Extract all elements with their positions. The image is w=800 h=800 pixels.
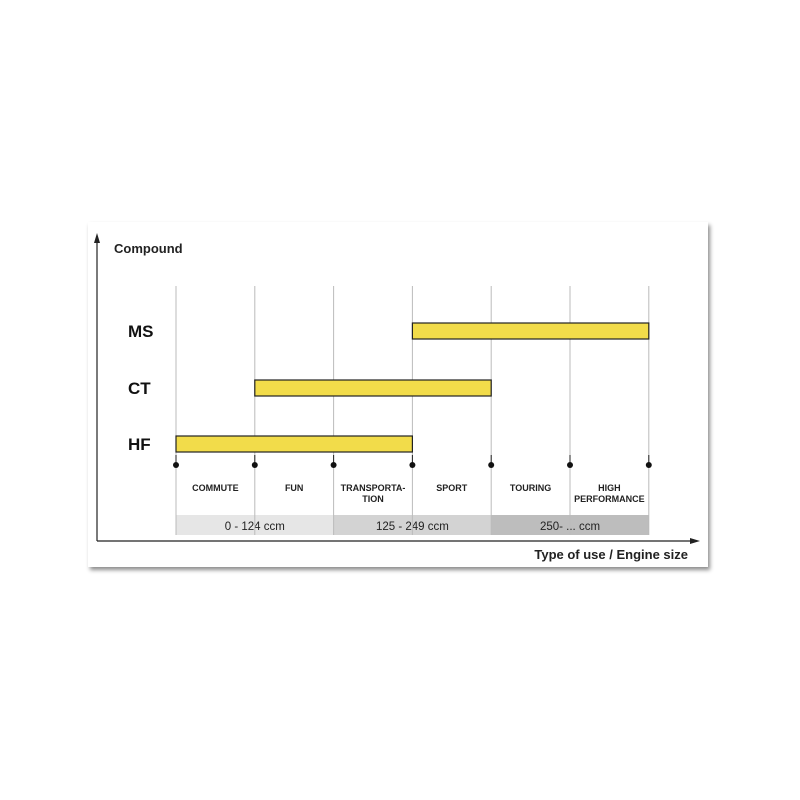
category-label: COMMUTE xyxy=(192,483,239,493)
x-axis-label: Type of use / Engine size xyxy=(534,547,688,562)
tick-dot xyxy=(251,462,258,468)
category-label: TRANSPORTA-TION xyxy=(341,483,406,504)
tick-dot xyxy=(488,462,495,468)
bar-ct xyxy=(254,379,492,397)
category-label: FUN xyxy=(285,483,304,493)
category-label: TOURING xyxy=(510,483,551,493)
category-label: SPORT xyxy=(436,483,468,493)
tick-dot xyxy=(330,462,337,468)
tick-dot xyxy=(645,462,652,468)
series-label: CT xyxy=(128,379,151,398)
tick-dot xyxy=(409,462,416,468)
bar-ms xyxy=(411,322,650,340)
series-label: HF xyxy=(128,435,151,454)
category-label: HIGH PERFORMANCE xyxy=(574,483,645,504)
tick-dot xyxy=(567,462,573,468)
bar-hf xyxy=(175,435,413,453)
series-label: MS xyxy=(128,322,154,341)
y-axis-arrow-icon xyxy=(94,233,100,243)
tick-dot xyxy=(173,462,179,468)
x-axis-arrow-icon xyxy=(690,538,700,544)
y-axis-label: Compound xyxy=(114,241,183,256)
